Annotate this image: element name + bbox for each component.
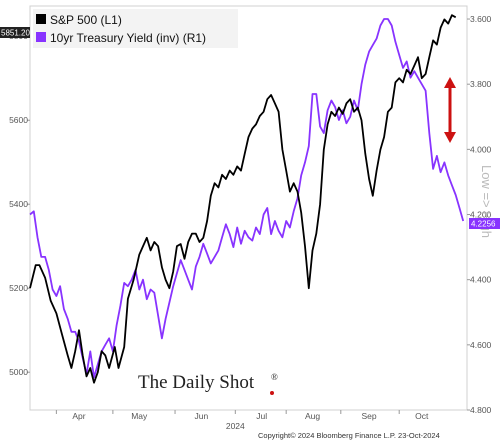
last-value-yield: 4.2256	[471, 220, 496, 229]
left-tick-label: 5600	[9, 115, 28, 125]
brand-mark: ®	[271, 372, 278, 382]
plot-frame	[29, 5, 468, 411]
legend-label-yield: 10yr Treasury Yield (inv) (R1)	[50, 31, 206, 45]
right-tick-label: 4.200	[470, 210, 492, 220]
x-tick-label: Apr	[72, 411, 85, 421]
x-tick-label: Oct	[415, 411, 429, 421]
legend-label-sp500: S&P 500 (L1)	[50, 13, 122, 27]
right-tick-label: 3.600	[470, 14, 492, 24]
legend-swatch-sp500	[36, 14, 46, 24]
x-tick-label: May	[131, 411, 148, 421]
brand-dot	[270, 391, 274, 395]
right-axis: 3.600 3.800 4.000 4.200 4.400 4.600 4.800	[467, 14, 492, 415]
series-layer	[29, 14, 465, 384]
legend: S&P 500 (L1) 10yr Treasury Yield (inv) (…	[33, 9, 238, 48]
series-line-sp500	[29, 14, 457, 384]
right-tick-label: 4.800	[470, 405, 492, 415]
brand-logo: The Daily Shot ®	[138, 372, 278, 395]
left-axis: 50005200540056005800	[9, 31, 30, 377]
last-value-badge-right: 4.2256	[469, 218, 500, 229]
divergence-arrow	[444, 77, 456, 143]
x-year-label: 2024	[226, 421, 245, 431]
x-tick-label: Jun	[195, 411, 209, 421]
last-value-badge-left: 5851.20	[0, 27, 30, 38]
x-tick-label: Aug	[305, 411, 320, 421]
brand-name: The Daily Shot	[138, 372, 255, 393]
x-axis: Apr May Jun Jul Aug Sep Oct 2024	[55, 410, 429, 431]
left-tick-label: 5200	[9, 283, 28, 293]
last-value-sp500: 5851.20	[1, 29, 30, 38]
x-tick-label: Jul	[256, 411, 267, 421]
copyright: Copyright© 2024 Bloomberg Finance L.P. 2…	[258, 431, 440, 440]
x-tick-label: Sep	[361, 411, 376, 421]
left-tick-label: 5400	[9, 199, 28, 209]
right-tick-label: 4.000	[470, 144, 492, 154]
left-tick-label: 5000	[9, 367, 28, 377]
legend-box	[33, 9, 238, 48]
legend-swatch-yield	[36, 32, 46, 42]
right-tick-label: 3.800	[470, 79, 492, 89]
series-line-yield	[29, 18, 465, 379]
right-tick-label: 4.600	[470, 340, 492, 350]
right-tick-label: 4.400	[470, 275, 492, 285]
